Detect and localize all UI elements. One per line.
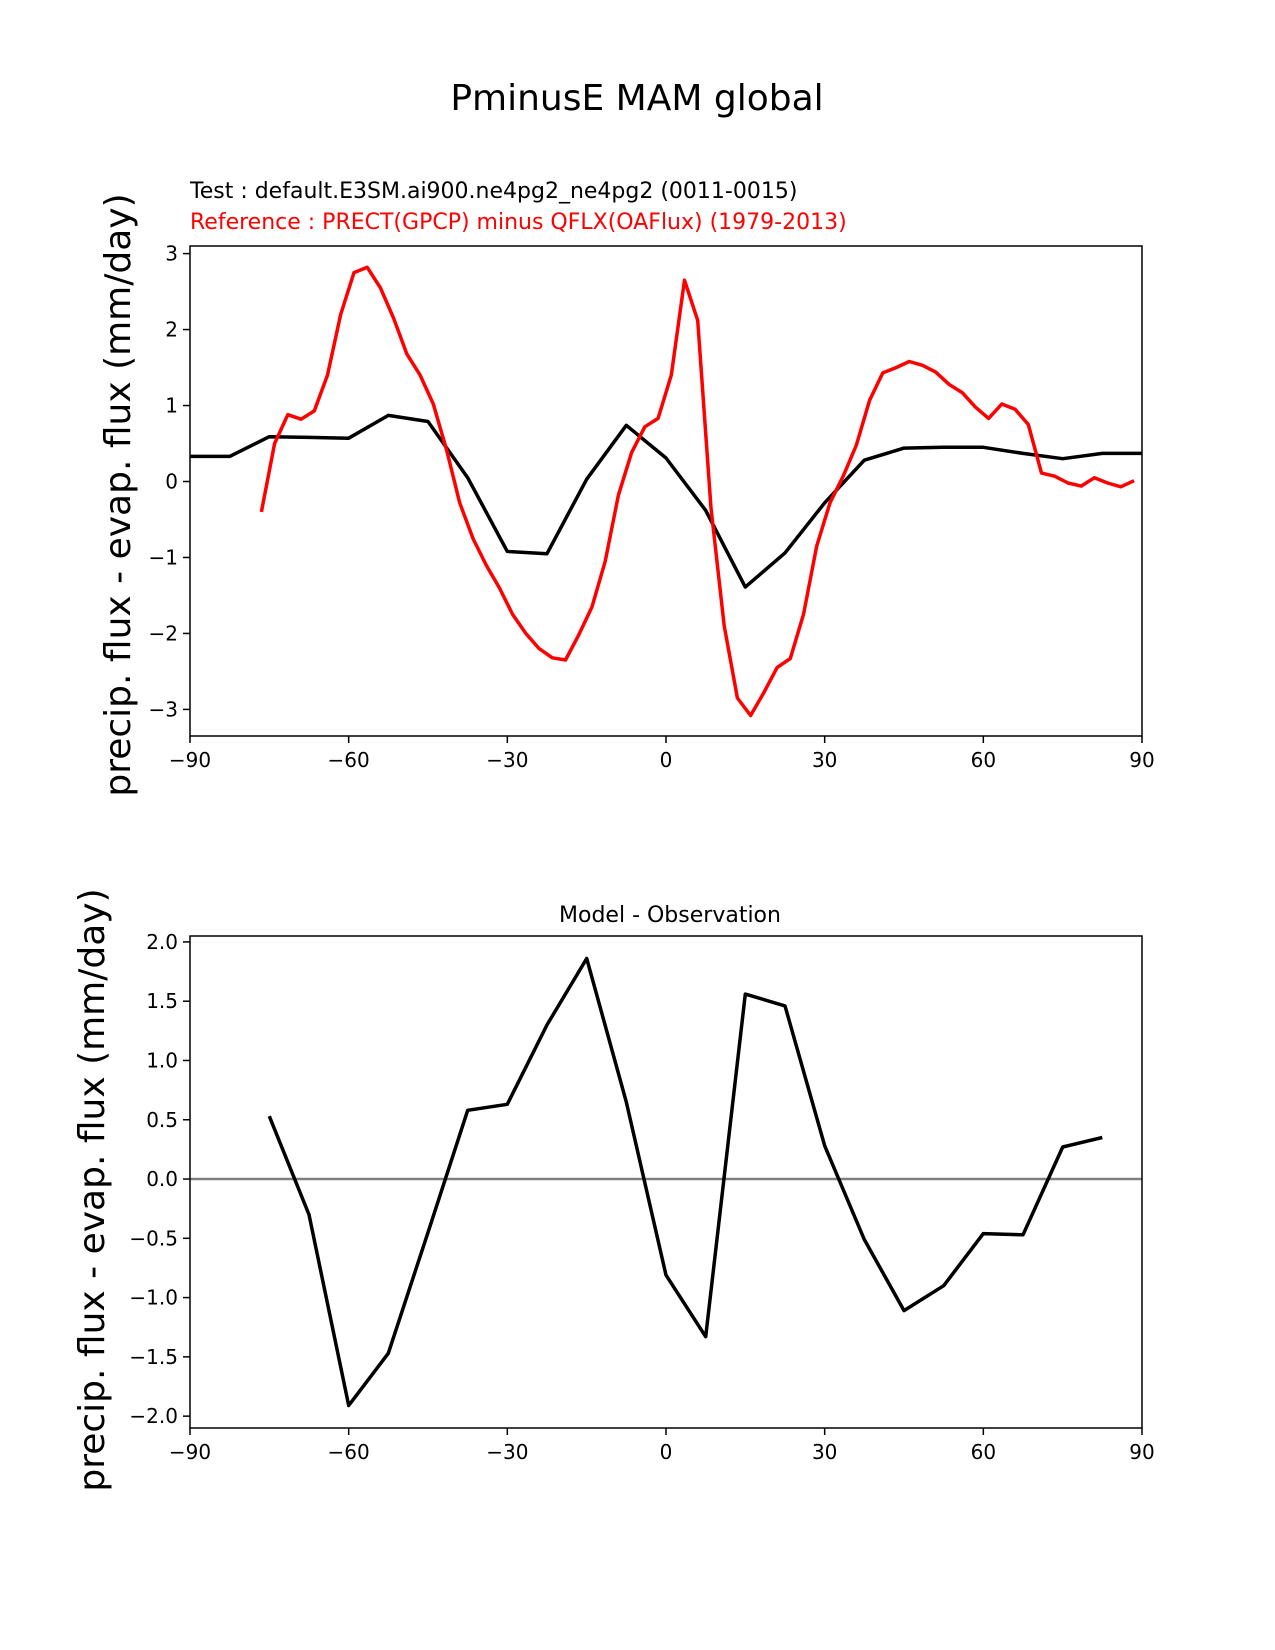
top-x-tick-label: −90 — [169, 748, 211, 772]
bottom-y-tick-label: 0.5 — [146, 1108, 178, 1132]
top-y-tick-label: 0 — [165, 470, 178, 494]
bottom-series-line-0 — [267, 956, 1103, 1408]
bottom-plot-area: −90 −60 −30 0 30 60 90 −2.0 −1.5 −1.0 −0.5 0.0 0.5 1.… — [129, 930, 1154, 1464]
bottom-x-tick-label: 30 — [812, 1440, 837, 1464]
bottom-y-tick-label: 0.0 — [146, 1167, 178, 1191]
bottom-x-tick-label: 60 — [971, 1440, 996, 1464]
top-y-tick-label: −3 — [149, 697, 178, 721]
bottom-y-tick-label: −1.0 — [129, 1286, 178, 1310]
top-x-tick-label: 0 — [660, 748, 673, 772]
bottom-y-tick-label: 1.0 — [146, 1048, 178, 1072]
bottom-x-tick-label: −30 — [486, 1440, 528, 1464]
top-panel: Test : default.E3SM.ai900.ne4pg2_ne4pg2 … — [98, 179, 1155, 797]
reference-title: Reference : PRECT(GPCP) minus QFLX(OAFlu… — [190, 210, 847, 235]
figure-title: PminusE MAM global — [450, 78, 823, 119]
top-y-tick-label: −2 — [149, 621, 178, 645]
bottom-x-tick-label: −90 — [169, 1440, 211, 1464]
bottom-y-tick-label: −2.0 — [129, 1404, 178, 1428]
test-title: Test : default.E3SM.ai900.ne4pg2_ne4pg2 … — [189, 179, 797, 204]
bottom-y-tick-label: 1.5 — [146, 989, 178, 1013]
top-y-tick-label: −1 — [149, 545, 178, 569]
bottom-panel: Model - Observation precip. flux - evap.… — [72, 888, 1155, 1491]
bottom-x-tick-label: −60 — [328, 1440, 370, 1464]
bottom-y-axis-label: precip. flux - evap. flux (mm/day) — [72, 888, 113, 1491]
top-y-tick-label: 2 — [165, 318, 178, 342]
bottom-x-tick-label: 0 — [660, 1440, 673, 1464]
bottom-y-tick-label: 2.0 — [146, 930, 178, 954]
bottom-axes-frame — [189, 935, 1143, 1429]
bottom-y-tick-label: −0.5 — [129, 1226, 178, 1250]
top-x-tick-label: 60 — [971, 748, 996, 772]
top-x-tick-label: −60 — [328, 748, 370, 772]
top-x-tick-label: 90 — [1129, 748, 1154, 772]
top-y-tick-label: 3 — [165, 242, 178, 266]
top-x-tick-label: −30 — [486, 748, 528, 772]
top-series-line-0 — [190, 413, 1142, 589]
top-y-axis-label: precip. flux - evap. flux (mm/day) — [98, 193, 139, 796]
top-axes-frame — [189, 245, 1143, 737]
top-series-line-1 — [259, 265, 1135, 718]
bottom-x-tick-label: 90 — [1129, 1440, 1154, 1464]
top-plot-area: −90 −60 −30 0 30 60 90 −3 −2 −1 0 1 2 3 — [149, 242, 1155, 772]
top-x-tick-label: 30 — [812, 748, 837, 772]
top-y-tick-label: 1 — [165, 394, 178, 418]
difference-title: Model - Observation — [559, 903, 781, 928]
bottom-y-tick-label: −1.5 — [129, 1345, 178, 1369]
